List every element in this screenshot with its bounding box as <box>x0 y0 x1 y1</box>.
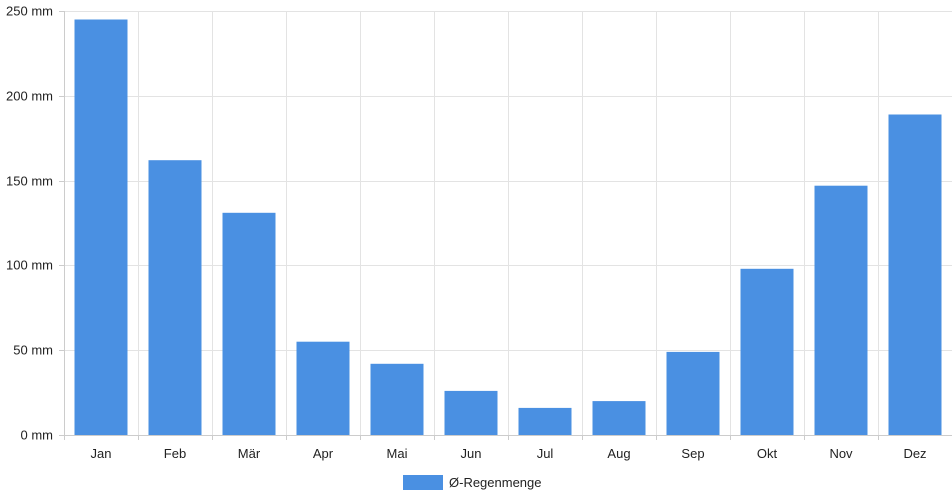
bar-apr[interactable] <box>296 341 350 435</box>
y-tick-label: 0 mm <box>21 428 54 443</box>
legend-label[interactable]: Ø-Regenmenge <box>449 475 542 490</box>
x-tick-label: Jul <box>537 446 554 461</box>
legend[interactable]: Ø-Regenmenge <box>403 475 542 490</box>
x-tick-label: Feb <box>164 446 186 461</box>
bars <box>74 19 942 436</box>
x-tick-label: Aug <box>607 446 630 461</box>
x-tick-label: Nov <box>829 446 853 461</box>
y-tick-label: 150 mm <box>6 174 53 189</box>
x-tick-label: Jun <box>461 446 482 461</box>
x-tick-label: Dez <box>903 446 926 461</box>
x-tick-label: Apr <box>313 446 334 461</box>
y-tick-label: 250 mm <box>6 4 53 19</box>
bar-jul[interactable] <box>518 407 572 435</box>
x-tick-label: Mär <box>238 446 261 461</box>
bar-dez[interactable] <box>888 114 942 436</box>
bar-mär[interactable] <box>222 212 276 435</box>
x-tick-label: Mai <box>387 446 408 461</box>
bar-aug[interactable] <box>592 401 646 435</box>
x-tick-label: Okt <box>757 446 778 461</box>
bar-jan[interactable] <box>74 19 128 436</box>
axes: 0 mm 50 mm 100 mm 150 mm 200 mm 250 mm Jan Feb M… <box>6 4 952 461</box>
bar-mai[interactable] <box>370 363 424 435</box>
grid-lines <box>64 11 952 436</box>
bar-feb[interactable] <box>148 160 202 435</box>
legend-swatch[interactable] <box>403 475 443 490</box>
y-tick-label: 200 mm <box>6 89 53 104</box>
x-tick-label: Jan <box>91 446 112 461</box>
bar-nov[interactable] <box>814 185 868 435</box>
y-tick-label: 50 mm <box>13 343 53 358</box>
x-tick-label: Sep <box>681 446 704 461</box>
bar-sep[interactable] <box>666 351 720 435</box>
y-tick-label: 100 mm <box>6 258 53 273</box>
bar-okt[interactable] <box>740 268 794 435</box>
bar-jun[interactable] <box>444 390 498 435</box>
